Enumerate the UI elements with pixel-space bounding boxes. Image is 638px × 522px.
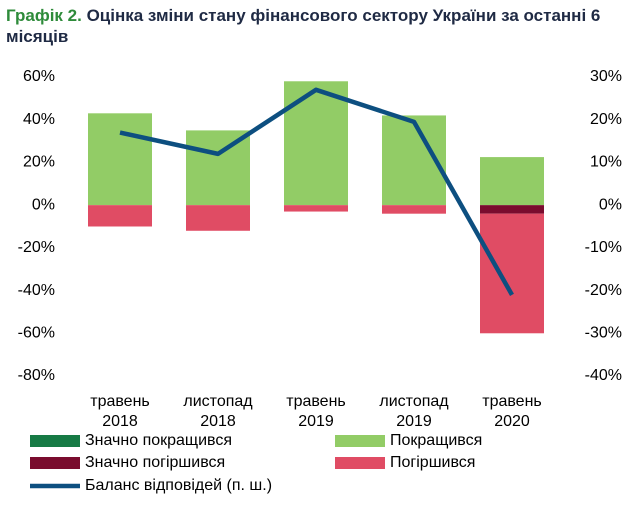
bar-segment: [480, 205, 544, 214]
bar-segment: [284, 205, 348, 212]
bar-segment: [284, 81, 348, 206]
y2-tick-label: 30%: [590, 68, 622, 85]
bar-segment: [480, 213, 544, 334]
x-tick-label: листопад 2019: [379, 393, 449, 430]
y-tick-label: -80%: [18, 367, 55, 384]
chart-label: Графік 2.: [6, 6, 82, 25]
legend-swatch: [335, 435, 385, 447]
y2-tick-label: 0%: [599, 196, 622, 213]
legend-swatch: [30, 435, 80, 447]
legend-label: Покращився: [390, 432, 482, 449]
y2-tick-label: -40%: [585, 367, 622, 384]
y2-tick-label: -30%: [585, 325, 622, 342]
legend-swatch: [30, 457, 80, 469]
bar-segment: [186, 130, 250, 206]
chart-title: Оцінка зміни стану фінансового сектору У…: [6, 6, 601, 46]
balance-line: [119, 87, 514, 296]
bar-segment: [186, 205, 250, 231]
bar-segment: [88, 113, 152, 206]
y-tick-label: -40%: [18, 282, 55, 299]
legend-label: Баланс відповідей (п. ш.): [85, 477, 272, 494]
legend-label: Значно покращився: [85, 432, 232, 449]
legend-label: Значно погіршився: [85, 454, 225, 471]
x-tick-label: листопад 2018: [183, 393, 253, 430]
bar-segment: [480, 157, 544, 206]
y-tick-label: -20%: [18, 239, 55, 256]
title-block: Графік 2. Оцінка зміни стану фінансового…: [6, 5, 606, 47]
y-tick-label: 20%: [23, 154, 55, 171]
y2-tick-label: 10%: [590, 154, 622, 171]
legend-label: Погіршився: [390, 454, 475, 471]
y-tick-label: 40%: [23, 111, 55, 128]
y2-tick-label: -10%: [585, 239, 622, 256]
y-tick-label: 0%: [32, 196, 55, 213]
y-tick-label: 60%: [23, 68, 55, 85]
y2-tick-label: 20%: [590, 111, 622, 128]
x-tick-label: травень 2019: [286, 393, 346, 430]
x-tick-label: травень 2018: [90, 393, 150, 430]
bar-segment: [88, 205, 152, 227]
legend-swatch: [335, 457, 385, 469]
bar-segment: [382, 205, 446, 214]
y-tick-label: -60%: [18, 325, 55, 342]
x-tick-label: травень 2020: [482, 393, 542, 430]
y2-tick-label: -20%: [585, 282, 622, 299]
